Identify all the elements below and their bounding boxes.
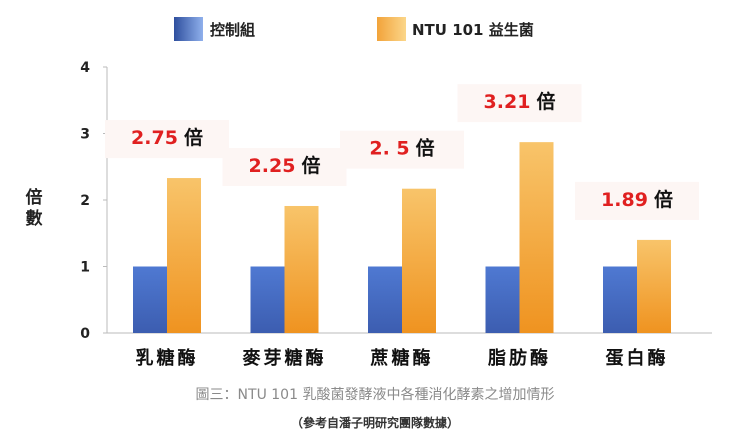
x-tick-label: 脂肪酶 bbox=[488, 347, 551, 369]
data-label: 2.25 倍 bbox=[249, 154, 321, 177]
legend: 控制組 NTU 101 益生菌 bbox=[174, 17, 534, 41]
legend-label-control: 控制組 bbox=[210, 21, 255, 39]
data-label-background bbox=[222, 147, 347, 186]
legend-swatch-control bbox=[174, 17, 203, 41]
data-label-unit: 倍 bbox=[536, 90, 555, 113]
y-tick-label: 4 bbox=[80, 60, 90, 76]
bar-ntu101 bbox=[637, 239, 671, 333]
bar-ntu101 bbox=[284, 205, 319, 333]
y-tick-label: 2 bbox=[80, 193, 90, 209]
data-label-background bbox=[457, 84, 582, 123]
x-tick-label: 麥芽糖酶 bbox=[242, 347, 327, 369]
data-label-value: 2.75 bbox=[131, 127, 178, 149]
bar-ntu101 bbox=[402, 188, 436, 333]
data-label-value: 2. 5 bbox=[369, 138, 409, 160]
bar-control bbox=[603, 266, 637, 333]
y-tick-label: 1 bbox=[80, 260, 90, 276]
x-tick-label: 蔗糖酶 bbox=[370, 347, 434, 369]
data-label-background bbox=[340, 130, 464, 169]
y-axis-label: 倍 數 bbox=[26, 187, 43, 229]
y-tick-label: 3 bbox=[80, 127, 90, 143]
data-label-background bbox=[105, 120, 229, 159]
bar-ntu101 bbox=[167, 178, 201, 333]
bar-control bbox=[485, 266, 520, 333]
data-label-value: 2.25 bbox=[249, 155, 296, 177]
data-label: 3.21 倍 bbox=[484, 90, 556, 113]
source-note: （參考自潘子明研究團隊數據） bbox=[290, 416, 459, 430]
x-tick-label: 蛋白酶 bbox=[606, 347, 669, 369]
y-axis-label-char-1: 倍 bbox=[26, 187, 43, 208]
y-tick-label: 0 bbox=[80, 326, 90, 342]
bar-control bbox=[133, 266, 167, 333]
x-tick-label: 乳糖酶 bbox=[136, 347, 199, 369]
data-label-unit: 倍 bbox=[654, 188, 673, 211]
figure-caption: 圖三：NTU 101 乳酸菌發酵液中各種消化酵素之增加情形 bbox=[195, 387, 555, 403]
data-label: 2.75 倍 bbox=[131, 126, 203, 149]
data-label-value: 3.21 bbox=[484, 91, 531, 113]
data-label-unit: 倍 bbox=[416, 137, 435, 160]
bar-control bbox=[250, 266, 285, 333]
bar-control bbox=[368, 266, 402, 333]
bar-ntu101 bbox=[519, 142, 554, 333]
data-label: 1.89 倍 bbox=[601, 188, 673, 211]
legend-swatch-ntu101 bbox=[377, 17, 406, 41]
legend-label-ntu101: NTU 101 益生菌 bbox=[412, 21, 534, 39]
data-label-unit: 倍 bbox=[301, 154, 320, 177]
data-label-background bbox=[575, 181, 699, 220]
y-axis-label-char-2: 數 bbox=[26, 208, 43, 229]
data-label-value: 1.89 bbox=[601, 189, 648, 211]
data-label: 2. 5 倍 bbox=[369, 137, 434, 160]
data-label-unit: 倍 bbox=[184, 126, 203, 149]
